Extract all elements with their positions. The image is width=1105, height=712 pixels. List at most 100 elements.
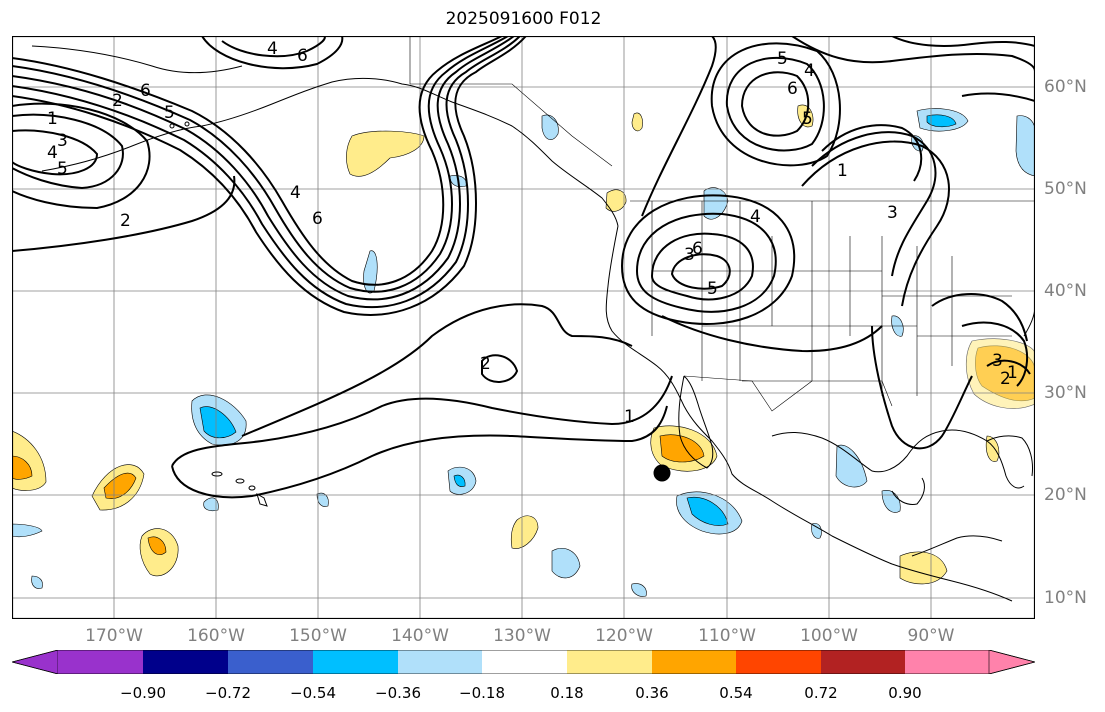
shade-orange-west2 (147, 536, 167, 555)
contour-east-trough-3 (821, 124, 923, 182)
colorbar-bin (398, 650, 482, 674)
contour-label: 4 (47, 143, 58, 163)
contour-enclosed-2 (481, 354, 519, 383)
contour-midwest (661, 315, 883, 353)
coast-gulf (771, 429, 1025, 489)
contour-label: 5 (802, 109, 813, 129)
contour-lines (12, 36, 1035, 499)
shade-blue-small-j (811, 523, 822, 539)
contour-se-4 (986, 359, 1031, 375)
gridlines (12, 36, 1035, 619)
shade-yellow-florida-ring (965, 338, 1035, 409)
shade-blue-baja-core (686, 496, 729, 526)
shade-blue-south (551, 547, 581, 579)
coast-central-america (911, 535, 1003, 557)
contour-label: 3 (992, 351, 1003, 371)
contour-great-basin-low-2 (635, 212, 777, 313)
contour-great-basin-low-4 (670, 253, 731, 290)
colorbar-label: −0.18 (459, 684, 505, 702)
contour-label: 1 (837, 161, 848, 181)
contour-alaska-ridge-5 (12, 36, 527, 316)
shade-blue-northeast (1015, 115, 1035, 177)
shade-yellow-gulf-alaska (346, 130, 425, 177)
contour-ne-3 (961, 92, 1035, 102)
contour-label: 2 (120, 211, 131, 231)
contour-label: 3 (684, 245, 695, 265)
contour-gulf-low-2 (12, 102, 151, 210)
colorbar (12, 650, 1035, 674)
colorbar-label: 0.36 (635, 684, 669, 702)
contour-label: 4 (804, 61, 815, 81)
contour-label: 6 (692, 239, 703, 259)
colorbar-bin (567, 650, 652, 674)
shade-orange-edge (12, 455, 33, 480)
contour-label: 2 (480, 354, 491, 374)
lon-label: 160°W (187, 626, 245, 646)
lat-label: 40°N (1044, 281, 1087, 301)
lon-label: 110°W (698, 626, 756, 646)
contour-canada-low-1 (740, 71, 810, 137)
colorbar-label: −0.36 (375, 684, 421, 702)
contour-alaska-ridge-1 (12, 36, 503, 286)
colorbar-label: −0.72 (205, 684, 251, 702)
contour-label: 3 (887, 203, 898, 223)
contour-great-basin-low-1 (650, 232, 754, 301)
contour-canada-trough (641, 36, 717, 217)
colorbar-bin (652, 650, 736, 674)
lon-label: 120°W (595, 626, 653, 646)
contour-label: 2 (112, 91, 123, 111)
coast-baja (678, 375, 714, 469)
shade-blue-alaska (541, 114, 559, 140)
coast-florida (986, 435, 1033, 477)
colorbar-bin (905, 650, 989, 674)
contour-label: 4 (750, 207, 761, 227)
lon-label: 90°W (907, 626, 955, 646)
contour-label: 5 (707, 279, 718, 299)
contour-se-1 (871, 325, 973, 450)
contour-east-trough-2 (801, 140, 950, 307)
contour-se-2 (931, 293, 1028, 342)
shade-blue-mid-core (453, 474, 466, 487)
contour-label: 6 (312, 209, 323, 229)
contour-subtrop-2 (171, 405, 668, 499)
colorbar-label: −0.54 (290, 684, 336, 702)
shade-yellow-small-b (631, 112, 643, 132)
lat-label: 50°N (1044, 179, 1087, 199)
shade-yellow-mid (510, 515, 539, 549)
coast-west-us (605, 225, 1013, 602)
contour-label: 1 (624, 407, 635, 427)
colorbar-bin (736, 650, 821, 674)
shade-orange-baja-core (659, 434, 705, 463)
colorbar-label: 0.18 (550, 684, 584, 702)
contour-canada-low-2 (725, 56, 825, 152)
lat-label: 20°N (1044, 485, 1087, 505)
storm-center-marker (653, 464, 671, 482)
contour-gulf-low-1 (12, 113, 124, 190)
map-panel: 1 2 3 4 5 6 6 4 5 4 6 5 6 4 2 5 3 4 5 6 … (12, 36, 1035, 619)
colorbar-arrow-right (988, 650, 1035, 674)
contour-label: 3 (57, 131, 68, 151)
shade-blue-small-e (31, 575, 43, 589)
lon-label: 150°W (289, 626, 347, 646)
contour-label: 4 (290, 183, 301, 203)
shaded-regions (12, 104, 1035, 597)
contour-label: 2 (1000, 369, 1011, 389)
colorbar-label: −0.90 (120, 684, 166, 702)
contour-bering-low (221, 36, 326, 58)
colorbar-bin (482, 650, 567, 674)
contour-ne-2 (891, 36, 1035, 47)
coast-yucatan (891, 477, 925, 505)
shade-blue-south2 (203, 497, 219, 512)
colorbar-bin (313, 650, 398, 674)
plot-title: 2025091600 F012 (445, 9, 602, 29)
contour-se-3 (961, 321, 1029, 387)
contour-label: 5 (57, 159, 68, 179)
contour-great-basin-low-3 (620, 194, 796, 325)
colorbar-bin (821, 650, 905, 674)
colorbar-label: 0.54 (719, 684, 753, 702)
contour-labels: 1 2 3 4 5 6 6 4 5 4 6 5 6 4 2 5 3 4 5 6 … (47, 39, 1018, 427)
colorbar-bin (143, 650, 228, 674)
contour-gulf-low-3 (12, 129, 99, 176)
colorbar-bin (58, 650, 143, 674)
lon-label: 100°W (800, 626, 858, 646)
